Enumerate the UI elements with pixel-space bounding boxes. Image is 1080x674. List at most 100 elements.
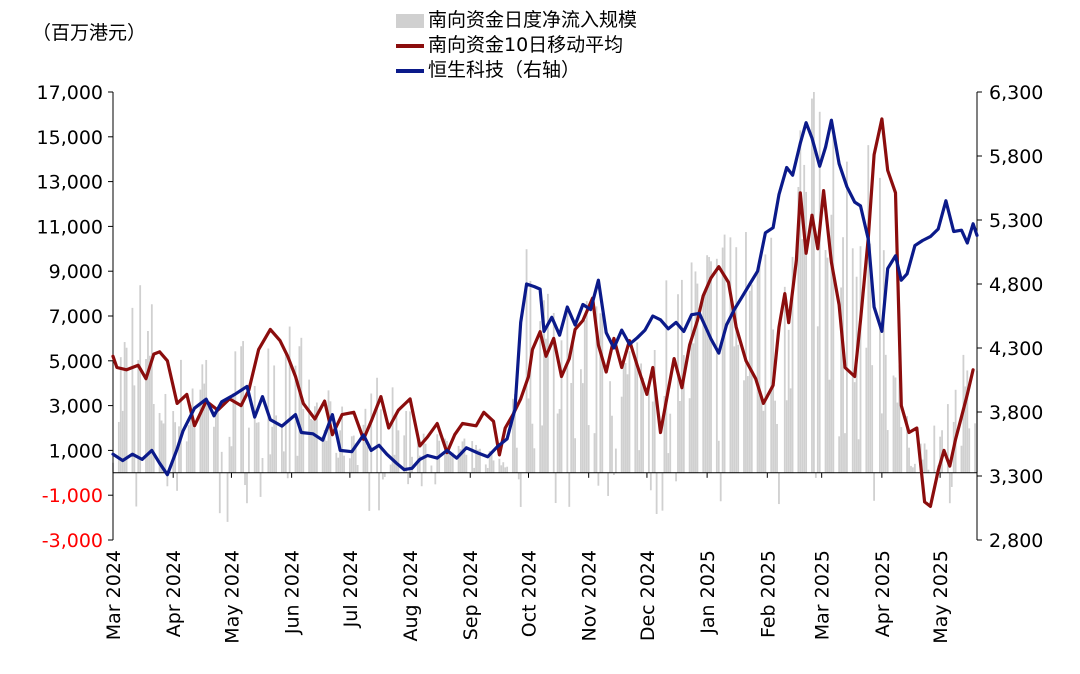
daily-flow-bar bbox=[898, 365, 901, 473]
daily-flow-bar bbox=[574, 438, 576, 473]
daily-flow-bar bbox=[871, 365, 874, 473]
daily-flow-bar bbox=[960, 445, 963, 473]
daily-flow-bar bbox=[271, 426, 274, 473]
daily-flow-bar bbox=[746, 376, 749, 473]
daily-flow-bar bbox=[446, 440, 448, 473]
daily-flow-bar bbox=[690, 262, 693, 473]
daily-flow-bar bbox=[799, 130, 802, 473]
daily-flow-bar bbox=[663, 395, 666, 473]
daily-flow-bar bbox=[665, 280, 668, 473]
daily-flow-bar bbox=[560, 340, 563, 473]
daily-flow-bar bbox=[543, 300, 545, 473]
legend-label-daily-flow: 南向资金日度净流入规模 bbox=[428, 9, 638, 31]
daily-flow-bar bbox=[900, 427, 903, 473]
daily-flow-bar bbox=[824, 250, 827, 473]
daily-flow-bar bbox=[422, 433, 425, 473]
daily-flow-bar bbox=[791, 256, 794, 473]
daily-flow-bar bbox=[661, 472, 664, 511]
daily-flow-bar bbox=[675, 472, 677, 482]
daily-flow-bar bbox=[273, 365, 276, 473]
daily-flow-bar bbox=[785, 400, 788, 473]
daily-flow-bar bbox=[946, 404, 949, 473]
daily-flow-bar bbox=[207, 403, 210, 473]
daily-flow-bar bbox=[148, 355, 151, 473]
daily-flow-bar bbox=[715, 258, 718, 473]
daily-flow-bar bbox=[479, 448, 481, 473]
daily-flow-bar bbox=[139, 285, 142, 473]
daily-flow-bar bbox=[634, 356, 637, 473]
daily-flow-bar bbox=[244, 472, 246, 486]
daily-flow-bar bbox=[500, 465, 503, 473]
daily-flow-bar bbox=[257, 422, 260, 473]
daily-flow-bar bbox=[840, 287, 842, 473]
daily-flow-bar bbox=[783, 286, 786, 473]
daily-flow-bar bbox=[708, 256, 710, 473]
x-tick-label: Jun 2024 bbox=[282, 550, 304, 635]
left-tick-label: 5,000 bbox=[49, 351, 103, 373]
daily-flow-bar bbox=[180, 359, 182, 473]
legend-item-ma10: 南向资金10日移动平均 bbox=[396, 33, 637, 58]
daily-flow-bar bbox=[539, 321, 542, 473]
daily-flow-bar bbox=[706, 255, 709, 473]
daily-flow-bar bbox=[253, 385, 256, 473]
left-tick-label: 3,000 bbox=[49, 396, 103, 418]
daily-flow-bar bbox=[395, 412, 398, 473]
x-tick-label: Mar 2024 bbox=[103, 550, 125, 640]
daily-flow-bar bbox=[477, 449, 479, 473]
daily-flow-bar bbox=[123, 342, 126, 473]
daily-flow-bar bbox=[814, 472, 817, 478]
daily-flow-bar bbox=[203, 383, 206, 473]
x-tick-label: Jan 2025 bbox=[697, 550, 719, 635]
daily-flow-bar bbox=[255, 422, 258, 473]
daily-flow-bar bbox=[884, 354, 887, 473]
daily-flow-bar bbox=[444, 438, 446, 473]
daily-flow-bar bbox=[447, 449, 450, 473]
daily-flow-bar bbox=[816, 326, 819, 473]
daily-flow-bar bbox=[611, 415, 613, 473]
daily-flow-bar bbox=[776, 423, 778, 473]
daily-flow-bar bbox=[529, 280, 532, 473]
daily-flow-bar bbox=[626, 374, 629, 473]
daily-flow-bar bbox=[205, 359, 208, 473]
daily-flow-bar bbox=[119, 357, 122, 473]
daily-flow-bar bbox=[380, 409, 382, 473]
daily-flow-bar bbox=[925, 449, 928, 473]
legend: 南向资金日度净流入规模 南向资金10日移动平均 恒生科技（右轴） bbox=[396, 8, 637, 83]
right-tick-label: 3,800 bbox=[989, 402, 1043, 424]
daily-flow-bar bbox=[638, 450, 641, 473]
daily-flow-bar bbox=[789, 388, 792, 473]
daily-flow-bar bbox=[420, 472, 423, 487]
daily-flow-bar bbox=[886, 430, 889, 473]
daily-flow-bar bbox=[653, 350, 656, 473]
x-tick-label: Dec 2024 bbox=[637, 550, 659, 641]
daily-flow-bar bbox=[912, 467, 914, 473]
daily-flow-bar bbox=[719, 472, 722, 502]
daily-flow-bar bbox=[218, 472, 221, 514]
daily-flow-bar bbox=[471, 441, 474, 473]
daily-flow-bar bbox=[473, 467, 476, 473]
x-tick-label: Apr 2024 bbox=[163, 550, 185, 637]
daily-flow-bar bbox=[133, 385, 136, 473]
daily-flow-bar bbox=[556, 413, 559, 473]
daily-flow-bar bbox=[587, 425, 590, 473]
daily-flow-bar bbox=[391, 387, 394, 473]
daily-flow-bar bbox=[710, 261, 712, 473]
daily-flow-bar bbox=[910, 465, 912, 473]
left-tick-label: 7,000 bbox=[49, 306, 103, 328]
daily-flow-bar bbox=[185, 441, 188, 473]
daily-flow-bar bbox=[368, 472, 371, 511]
daily-flow-bar bbox=[651, 401, 654, 473]
daily-flow-bar bbox=[772, 329, 775, 473]
daily-flow-bar bbox=[145, 358, 147, 473]
daily-flow-bar bbox=[869, 243, 872, 473]
daily-flow-bar bbox=[758, 258, 761, 473]
daily-flow-bar bbox=[329, 401, 332, 473]
daily-flow-bar bbox=[376, 377, 378, 473]
left-axis-unit-label: （百万港元） bbox=[32, 22, 147, 44]
daily-flow-bar bbox=[490, 453, 493, 473]
daily-flow-bar bbox=[568, 472, 571, 507]
daily-flow-bar bbox=[366, 446, 369, 473]
daily-flow-bar bbox=[403, 435, 406, 473]
daily-flow-bar bbox=[873, 472, 875, 501]
